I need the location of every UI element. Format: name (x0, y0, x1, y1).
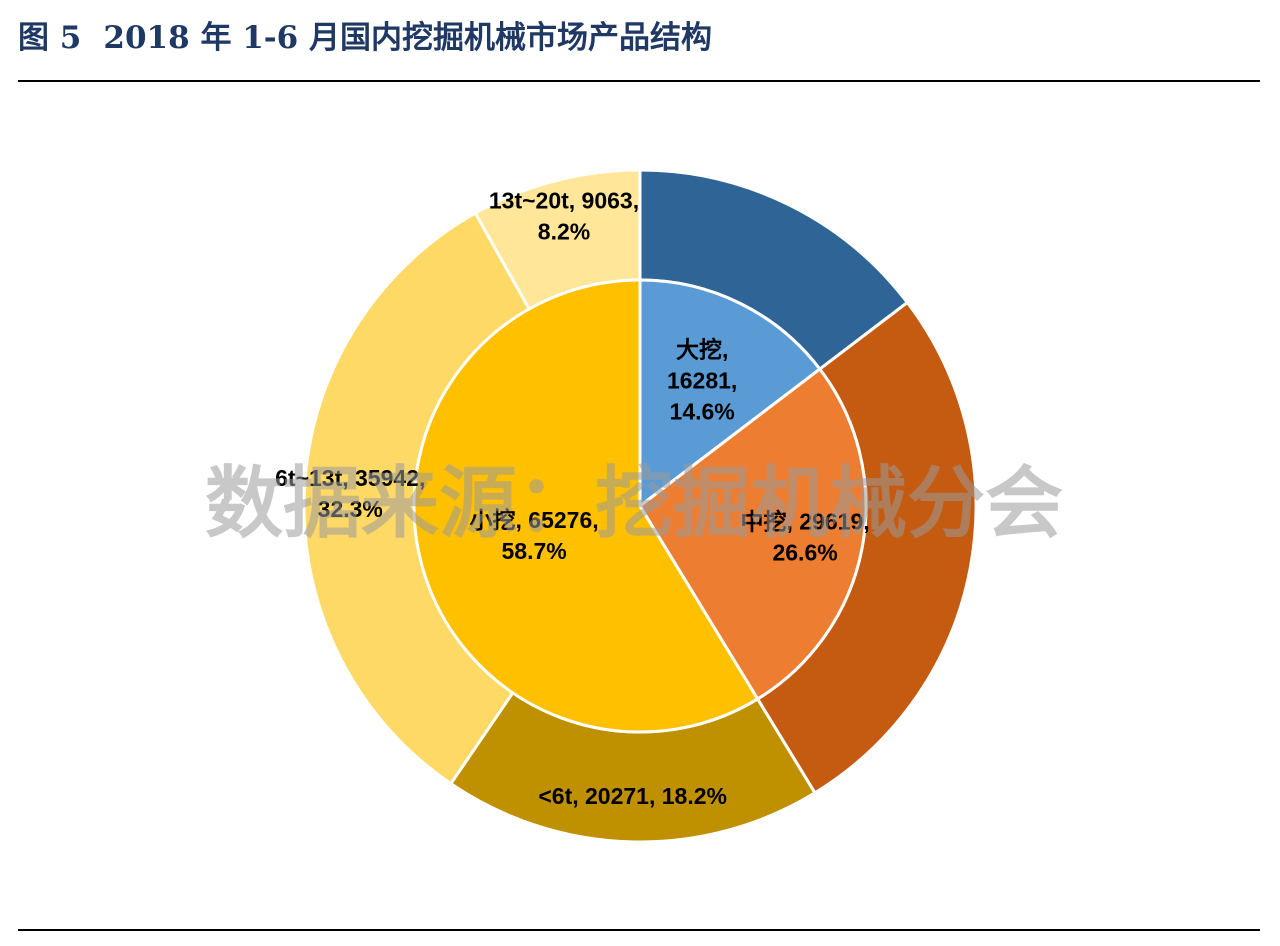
figure-number: 图 5 (18, 20, 82, 56)
watermark: 数据来源：挖掘机械分会 (205, 459, 1063, 549)
inner-label-2: 中挖, 29619, 26.6% (741, 509, 870, 566)
outer-label-4: 6t~13t, 35942, 32.3% (275, 465, 425, 522)
outer-label-3: <6t, 20271, 18.2% (538, 783, 727, 809)
outer-label-5: 13t~20t, 9063, 8.2% (489, 187, 639, 244)
outer-ring (302, 168, 978, 844)
inner-slice-1 (638, 278, 822, 510)
bottom-rule (18, 929, 1260, 931)
inner-slice-3 (412, 278, 760, 734)
inner-label-3: 小挖, 65276, 58.7% (470, 507, 599, 564)
inner-label-1: 大挖, 16281, 14.6% (667, 337, 737, 425)
inner-ring (412, 278, 868, 734)
chart-title: 图 5 2018 年 1-6 月国内挖掘机械市场产品结构 (18, 12, 712, 57)
top-rule (18, 80, 1260, 82)
data-labels: 大挖, 16281, 14.6% 中挖, 29619, 26.6% 小挖, 65276, 5… (275, 187, 870, 809)
title-text: 2018 年 1-6 月国内挖掘机械市场产品结构 (103, 20, 713, 56)
inner-slice-2 (638, 367, 868, 702)
